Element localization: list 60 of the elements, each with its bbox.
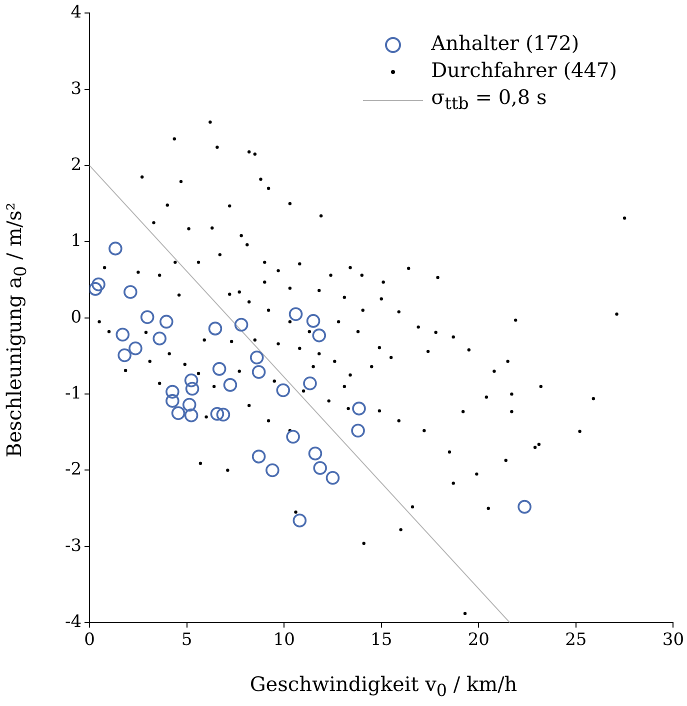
legend-label: σ$_{ttb}$ = 0,8 s [431, 84, 547, 115]
x-tick-label: 10 [273, 630, 295, 650]
point [118, 348, 132, 362]
y-tick-label: -4 [65, 612, 82, 632]
y-tick-label: 1 [70, 231, 82, 252]
point [212, 362, 226, 376]
point [313, 461, 327, 475]
y-tick-label: 3 [70, 78, 82, 99]
point [286, 430, 300, 444]
point [185, 382, 200, 396]
point [303, 376, 317, 390]
point [292, 514, 307, 528]
point [160, 314, 174, 329]
point [184, 408, 198, 422]
point [352, 402, 366, 416]
x-tick-label: 0 [84, 630, 95, 650]
point [252, 365, 266, 379]
x-tick-label: 25 [565, 630, 587, 650]
point [171, 406, 186, 420]
point [518, 500, 532, 514]
x-axis-title: Geschwindigkeit v$_{0}$ / km/h [248, 672, 518, 700]
point [223, 378, 238, 392]
point [326, 470, 340, 485]
x-tick-label: 20 [468, 630, 490, 650]
point [234, 318, 248, 332]
point [288, 307, 303, 321]
point [124, 285, 138, 299]
point [210, 406, 224, 421]
point [90, 282, 102, 296]
y-tick-label: -2 [65, 460, 82, 480]
point [252, 450, 266, 464]
point [128, 341, 142, 356]
point [166, 394, 180, 408]
x-tick-label: 15 [370, 630, 392, 650]
point [140, 310, 154, 324]
point [306, 314, 320, 328]
y-tick-label: 0 [70, 307, 82, 328]
y-tick-label: 4 [70, 2, 82, 23]
point [312, 328, 326, 342]
y-tick-label: 2 [70, 154, 82, 175]
x-tick-label: 5 [181, 630, 192, 650]
point [216, 408, 230, 422]
point [351, 424, 365, 438]
point [250, 350, 264, 364]
legend-label: Durchfahrer (447) [431, 57, 617, 84]
y-tick-label: -1 [65, 383, 82, 404]
point [184, 373, 198, 388]
y-tick-label: -3 [65, 536, 82, 556]
x-tick-label: 30 [662, 630, 684, 650]
point [116, 328, 130, 342]
point [266, 463, 280, 478]
point [108, 242, 122, 256]
point [276, 383, 290, 398]
legend-label: Anhalter (172) [431, 30, 580, 57]
point [308, 446, 322, 460]
point [182, 398, 196, 412]
point [92, 277, 106, 292]
point [166, 384, 180, 399]
point [208, 322, 222, 336]
point [152, 332, 166, 346]
